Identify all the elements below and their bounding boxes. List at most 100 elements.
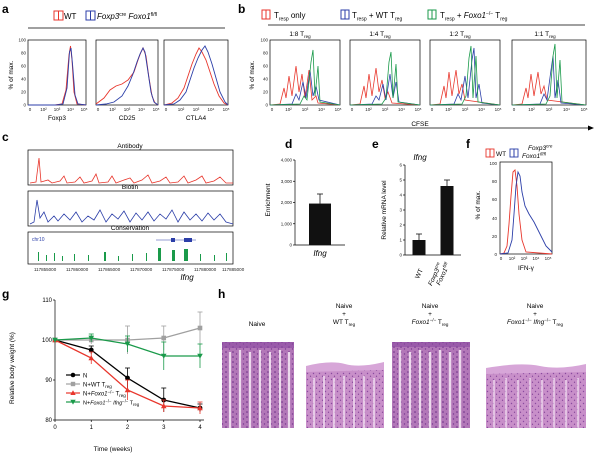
- data-point: [88, 355, 95, 361]
- svg-text:10³: 10³: [521, 256, 528, 261]
- histogram-ctla4: CTLA4: [163, 39, 229, 122]
- y-tick-label: 20: [21, 90, 27, 95]
- x-tick-label: 0: [271, 107, 274, 112]
- x-tick-label: 10⁴: [563, 107, 570, 112]
- x-tick-label: 10⁵: [415, 107, 422, 112]
- x-tick-label: 10³: [382, 107, 389, 112]
- x-tick-label: 0: [431, 107, 434, 112]
- series-tresp: [429, 69, 501, 106]
- x-tick-label: 10⁵: [81, 107, 88, 112]
- y-tick-label: 110: [42, 298, 52, 304]
- series-ko-treg: [269, 49, 341, 106]
- axis-xlabel: Foxp3: [48, 115, 66, 122]
- column-label: Naive: [249, 321, 266, 328]
- axis-xlabel: CTLA4: [186, 115, 207, 122]
- legend-item-n: N: [66, 372, 87, 380]
- panel-g-label: g: [2, 287, 9, 301]
- svg-text:10⁵: 10⁵: [545, 256, 552, 261]
- x-tick-label: 2: [126, 425, 130, 431]
- axis-ylabel-a: % of max.: [8, 60, 15, 89]
- legend-b: Tresp only Tresp + WT Treg Tresp + Foxo1…: [261, 9, 508, 23]
- svg-text:+: +: [533, 311, 537, 318]
- legend-label-tresp: Tresp only: [274, 11, 306, 23]
- panel-c: c Antibody Biotin Conservation chr10 117…: [2, 130, 245, 282]
- axis-ylabel-d: Enrichment: [265, 183, 272, 216]
- coord-label: 117875000: [162, 267, 185, 272]
- y-tick-label: 80: [263, 51, 269, 56]
- svg-text:+: +: [428, 311, 432, 318]
- series-wt-treg: [269, 69, 341, 106]
- x-tick-label: 10²: [109, 107, 116, 112]
- x-tick-label: 10²: [285, 107, 292, 112]
- x-tick-label: 10⁵: [495, 107, 502, 112]
- x-tick-label: 4: [198, 425, 202, 431]
- svg-text:80: 80: [492, 179, 498, 184]
- cfse-plot-1: 1:8 Treg: [269, 31, 341, 106]
- gene-label: Ifng: [180, 273, 194, 282]
- ratio-label: 1:2 Treg: [449, 31, 471, 39]
- x-tick-label: 0: [97, 107, 100, 112]
- data-point: [160, 353, 167, 359]
- axis-ylabel-e: Relative mRNA level: [381, 180, 388, 240]
- series-wt: [28, 45, 87, 106]
- series-ko: [28, 47, 87, 106]
- y-ticks-f: 0 20 40 60 80 100: [489, 161, 497, 257]
- legend-item-ko-treg: N+Foxo1−/− Treg: [66, 390, 126, 398]
- histology-image: [222, 342, 294, 428]
- svg-text:0: 0: [494, 252, 497, 257]
- x-tick-label: 10⁴: [318, 107, 325, 112]
- cfse-plot-2: 1:4 Treg: [349, 31, 421, 106]
- y-tick-label: 4: [399, 193, 402, 198]
- svg-text:60: 60: [492, 197, 498, 202]
- series-wt-treg: [511, 55, 587, 106]
- y-tick-label: 80: [45, 418, 52, 424]
- panel-b: b Tresp only Tresp + WT Treg Tresp + Fox…: [238, 2, 594, 131]
- y-tick-label: 3: [399, 208, 402, 213]
- x-ticks-f: 0 10² 10³ 10⁴ 10⁵: [500, 256, 552, 261]
- legend-label-wt: WT: [64, 12, 77, 21]
- series-wt: [499, 169, 553, 255]
- y-tick-label: 3,000: [281, 179, 293, 184]
- y-tick-label: 1,000: [281, 221, 293, 226]
- histology-col-1: Naive: [222, 321, 294, 428]
- series-ko: [163, 45, 229, 106]
- svg-text:40: 40: [492, 216, 498, 221]
- y-tick-label: 100: [42, 338, 53, 344]
- x-tick-label: 0: [351, 107, 354, 112]
- histogram-cd25: CD25: [95, 39, 159, 122]
- x-tick-label: 10²: [178, 107, 185, 112]
- axis-xlabel-g: Time (weeks): [94, 446, 133, 453]
- column-label: Naive: [422, 303, 439, 310]
- panel-a-label: a: [2, 2, 9, 16]
- y-tick-label: 90: [45, 378, 52, 384]
- svg-text:Foxo1−/− Ifng−/− Treg: Foxo1−/− Ifng−/− Treg: [507, 318, 563, 328]
- track-antibody: [29, 157, 233, 184]
- legend-label-wt: WT: [496, 151, 506, 158]
- ratio-label: 1:1 Treg: [534, 31, 556, 39]
- x-tick-label: 10⁵: [581, 107, 588, 112]
- data-point: [197, 325, 203, 331]
- axis-ylabel-b: % of max.: [249, 60, 256, 89]
- histology-image: [306, 366, 384, 428]
- x-tick-label: 10²: [365, 107, 372, 112]
- line-chart-body-weight: 80 90 100 110 0 1 2 3 4: [42, 298, 204, 431]
- series-ko-treg: [349, 51, 421, 106]
- track-title-antibody: Antibody: [117, 143, 143, 150]
- x-tick-label: 10⁴: [398, 107, 405, 112]
- x-tick-label: 10³: [124, 107, 131, 112]
- svg-text:WT Treg: WT Treg: [333, 319, 356, 327]
- y-tick-label: 0: [23, 103, 26, 108]
- data-point: [161, 335, 167, 341]
- svg-text:10⁴: 10⁴: [533, 256, 540, 261]
- ratio-label: 1:4 Treg: [369, 31, 391, 39]
- x-tick-label: 10⁴: [138, 107, 145, 112]
- panel-c-label: c: [2, 130, 9, 144]
- x-tick-label: 10²: [528, 107, 535, 112]
- axis-ylabel-f: % of max.: [475, 190, 482, 219]
- histology-col-3: Naive + Foxo1−/− Treg: [392, 303, 470, 428]
- series-wt-treg: [429, 47, 501, 106]
- legend-label-ko-treg: Tresp + Foxo1−/− Treg: [440, 11, 508, 23]
- series-tresp: [511, 71, 587, 106]
